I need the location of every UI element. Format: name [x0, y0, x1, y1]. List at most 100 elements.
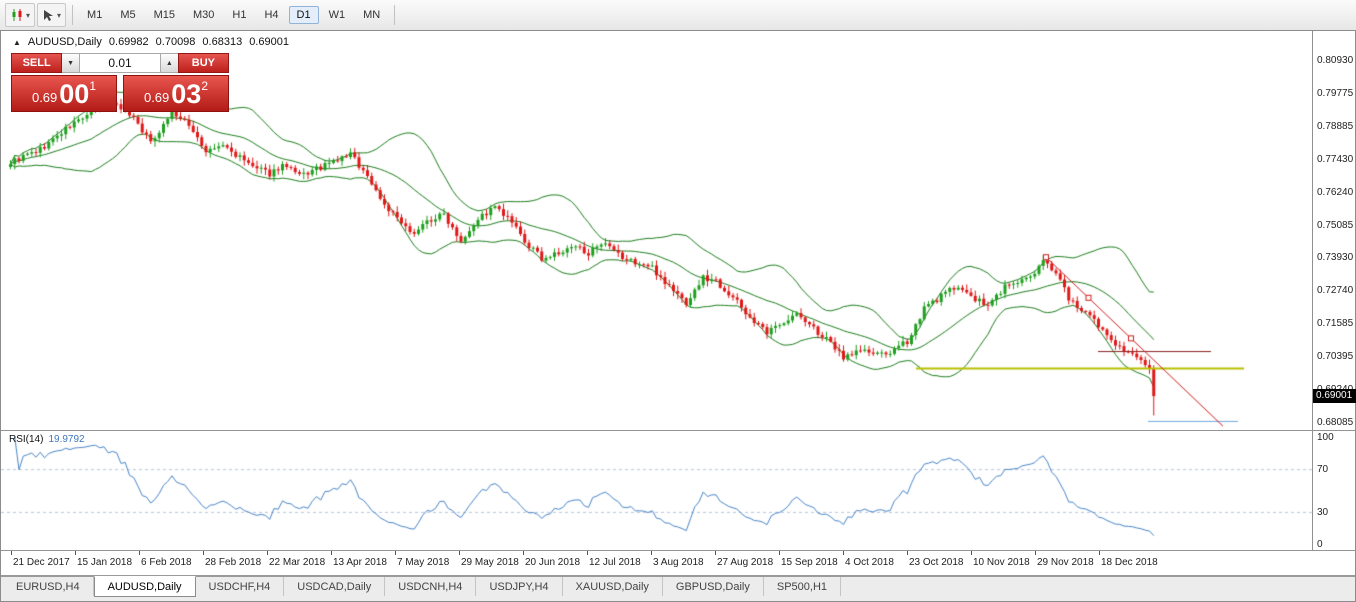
price-axis-border	[1312, 31, 1313, 550]
date-axis-label: 10 Nov 2018	[973, 557, 1030, 568]
date-tick	[651, 551, 652, 555]
date-axis-label: 6 Feb 2018	[141, 557, 192, 568]
current-price-badge: 0.69001	[1313, 389, 1356, 404]
timeframe-button-m5[interactable]: M5	[120, 9, 136, 21]
timeframe-button-d1[interactable]: D1	[288, 6, 319, 24]
timeframe-button-w1[interactable]: W1	[328, 9, 346, 21]
candlestick-chart-icon	[12, 9, 22, 21]
rsi-axis-label: 0	[1317, 539, 1323, 550]
price-axis-label: 0.80930	[1317, 55, 1354, 66]
chart-tab-usdchf-h4[interactable]: USDCHF,H4	[196, 577, 285, 596]
lot-decrease-button[interactable]: ▼	[62, 53, 79, 73]
chart-title: AUDUSD,Daily	[27, 36, 102, 48]
date-tick	[395, 551, 396, 555]
date-axis-label: 27 Aug 2018	[717, 557, 774, 568]
rsi-canvas[interactable]	[1, 431, 1312, 550]
date-axis-label: 29 May 2018	[461, 557, 519, 568]
chart-tab-usdjpy-h4[interactable]: USDJPY,H4	[476, 577, 563, 596]
symbol-icon: ▲	[13, 37, 21, 47]
chart-tab-usdcnh-h4[interactable]: USDCNH,H4	[385, 577, 477, 596]
timeframe-button-h1[interactable]: H1	[232, 9, 247, 21]
cursor-icon	[44, 9, 54, 21]
timeframe-button-m30[interactable]: M30	[193, 9, 215, 21]
date-tick	[971, 551, 972, 555]
date-tick	[139, 551, 140, 555]
date-axis-label: 12 Jul 2018	[589, 557, 641, 568]
cursor-tool-button[interactable]: ▾	[37, 3, 67, 27]
timeframe-button-h4[interactable]: H4	[264, 9, 279, 21]
date-axis-label: 18 Dec 2018	[1101, 557, 1158, 568]
sell-price-pip: 1	[89, 79, 97, 93]
date-axis-label: 21 Dec 2017	[13, 557, 70, 568]
price-axis-label: 0.71585	[1317, 318, 1354, 330]
toolbar-separator	[394, 5, 396, 25]
price-axis-label: 0.76240	[1317, 186, 1354, 198]
rsi-indicator-value: 19.9792	[48, 434, 85, 445]
price-axis-label: 0.79775	[1317, 87, 1354, 99]
price-axis-label: 0.68085	[1317, 416, 1354, 428]
buy-price-button[interactable]: 0.69 03 2	[123, 75, 229, 112]
rsi-axis-label: 30	[1317, 506, 1329, 518]
ohlc-close: 0.69001	[249, 36, 289, 48]
chart-tab-bar: EURUSD,H4 AUDUSD,Daily USDCHF,H4 USDCAD,Dai…	[1, 576, 1355, 601]
date-tick	[267, 551, 268, 555]
chart-title-bar: ▲ AUDUSD,Daily 0.69982 0.70098 0.68313 0…	[13, 36, 289, 48]
spinner-up-icon: ▲	[165, 59, 173, 67]
chart-tab-sp500-h1[interactable]: SP500,H1	[764, 577, 842, 596]
date-axis-label: 22 Mar 2018	[269, 557, 326, 568]
sell-price-small: 0.69	[31, 90, 58, 105]
timeframe-button-m15[interactable]: M15	[153, 9, 175, 21]
chart-tab-eurusd-h4[interactable]: EURUSD,H4	[3, 577, 94, 596]
price-axis-label: 0.78885	[1317, 120, 1354, 132]
one-click-trading-panel: SELL ▼ ▲ BUY 0.69 00 1 0.69 03 2	[11, 53, 229, 112]
chart-type-button[interactable]: ▾	[5, 3, 36, 27]
buy-button[interactable]: BUY	[177, 53, 229, 73]
date-axis-label: 15 Sep 2018	[781, 557, 838, 568]
indicator-window-divider[interactable]	[1, 430, 1355, 431]
chevron-down-icon: ▾	[26, 10, 31, 20]
timeframe-button-m1[interactable]: M1	[87, 9, 103, 21]
date-tick	[587, 551, 588, 555]
date-axis-label: 28 Feb 2018	[205, 557, 262, 568]
price-axis-label: 0.72740	[1317, 285, 1354, 297]
date-axis-label: 20 Jun 2018	[525, 557, 581, 568]
date-axis-label: 13 Apr 2018	[333, 557, 387, 568]
rsi-indicator-label-row: RSI(14) 19.9792	[9, 434, 85, 445]
date-tick	[907, 551, 908, 555]
rsi-indicator-label: RSI(14)	[9, 434, 44, 445]
date-tick	[1099, 551, 1100, 555]
chart-tab-xauusd-daily[interactable]: XAUUSD,Daily	[563, 577, 663, 596]
price-axis-label: 0.70395	[1317, 351, 1354, 363]
lot-size-input[interactable]	[79, 53, 161, 73]
date-axis-label: 29 Nov 2018	[1037, 557, 1094, 568]
date-tick	[779, 551, 780, 555]
buy-price-big: 03	[171, 79, 202, 109]
sell-price-button[interactable]: 0.69 00 1	[11, 75, 117, 112]
chart-tab-usdcad-daily[interactable]: USDCAD,Daily	[284, 577, 386, 596]
date-tick	[331, 551, 332, 555]
chart-tab-audusd-daily[interactable]: AUDUSD,Daily	[93, 576, 196, 597]
toolbar-separator	[72, 5, 74, 25]
date-tick	[843, 551, 844, 555]
chart-window: ▲ AUDUSD,Daily 0.69982 0.70098 0.68313 0…	[0, 30, 1356, 602]
sell-button[interactable]: SELL	[11, 53, 63, 73]
date-axis-label: 3 Aug 2018	[653, 557, 704, 568]
top-toolbar: ▾ ▾ M1 M5 M15 M30 H1 H4 D1 W1 MN	[0, 0, 1356, 31]
date-tick	[75, 551, 76, 555]
timeframe-button-mn[interactable]: MN	[363, 9, 381, 21]
date-tick	[523, 551, 524, 555]
timeframe-group: M1 M5 M15 M30 H1 H4 D1 W1 MN	[78, 6, 389, 24]
date-axis-label: 23 Oct 2018	[909, 557, 964, 568]
price-axis-label: 0.77430	[1317, 153, 1354, 165]
ohlc-open: 0.69982	[108, 36, 149, 48]
ohlc-low: 0.68313	[202, 36, 243, 48]
spinner-down-icon: ▼	[67, 59, 75, 67]
rsi-axis-label: 70	[1317, 464, 1329, 476]
date-axis[interactable]: 21 Dec 2017 15 Jan 2018 6 Feb 2018 28 Feb 2…	[1, 551, 1355, 575]
price-axis-label: 0.73930	[1317, 252, 1354, 264]
date-axis-label: 4 Oct 2018	[845, 557, 894, 568]
lot-increase-button[interactable]: ▲	[161, 53, 178, 73]
chart-tab-gbpusd-daily[interactable]: GBPUSD,Daily	[663, 577, 764, 596]
chevron-down-icon: ▾	[57, 10, 62, 20]
sell-price-big: 00	[59, 79, 90, 109]
